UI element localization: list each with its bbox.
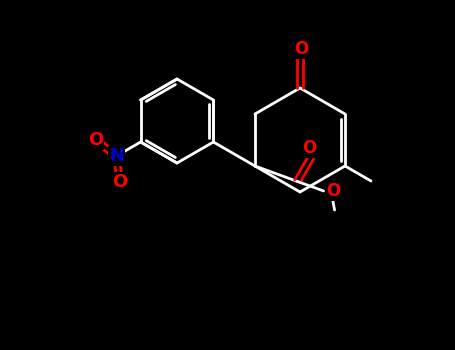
Text: O: O	[326, 182, 341, 200]
Text: O: O	[88, 131, 103, 149]
Text: O: O	[294, 40, 308, 58]
Text: N: N	[109, 147, 124, 165]
Text: O: O	[112, 173, 127, 191]
Text: O: O	[302, 139, 316, 157]
